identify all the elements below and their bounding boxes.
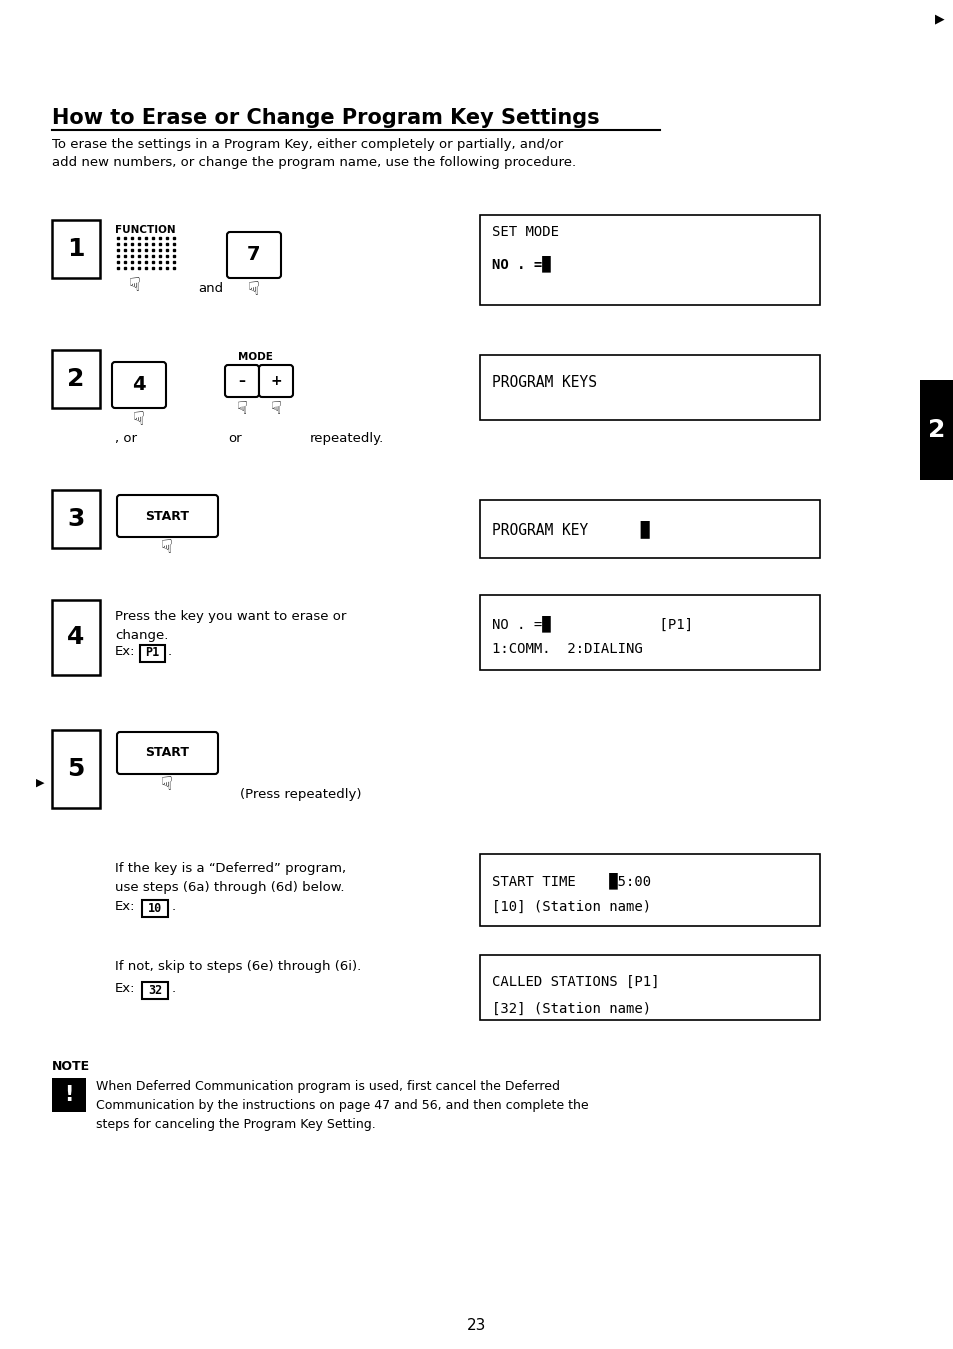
Text: PROGRAM KEY      █: PROGRAM KEY █ bbox=[492, 519, 649, 538]
Text: SET MODE: SET MODE bbox=[492, 225, 558, 239]
FancyBboxPatch shape bbox=[112, 362, 166, 407]
Text: P1: P1 bbox=[145, 646, 159, 660]
Text: 10: 10 bbox=[148, 902, 162, 916]
Text: NO . =█: NO . =█ bbox=[492, 255, 550, 271]
Bar bbox=[52, 220, 100, 278]
Text: 23: 23 bbox=[467, 1318, 486, 1333]
Text: PROGRAM KEYS: PROGRAM KEYS bbox=[492, 375, 597, 390]
Bar bbox=[142, 900, 168, 917]
Text: START TIME    █5:00: START TIME █5:00 bbox=[492, 871, 651, 889]
FancyBboxPatch shape bbox=[225, 366, 258, 397]
FancyBboxPatch shape bbox=[227, 232, 281, 278]
Bar bbox=[52, 349, 100, 407]
Text: FUNCTION: FUNCTION bbox=[115, 225, 175, 235]
FancyBboxPatch shape bbox=[117, 495, 218, 537]
Text: repeatedly.: repeatedly. bbox=[310, 432, 384, 445]
Bar bbox=[52, 1078, 86, 1112]
Text: CALLED STATIONS [P1]: CALLED STATIONS [P1] bbox=[492, 975, 659, 989]
Text: 2: 2 bbox=[927, 418, 944, 442]
Text: Ex:: Ex: bbox=[115, 645, 135, 658]
Text: ☟: ☟ bbox=[271, 401, 281, 418]
Bar bbox=[52, 600, 100, 674]
Text: !: ! bbox=[64, 1085, 73, 1105]
Text: START: START bbox=[146, 746, 190, 759]
Text: or: or bbox=[228, 432, 241, 445]
Text: NOTE: NOTE bbox=[52, 1060, 90, 1072]
Text: .: . bbox=[172, 900, 176, 913]
Text: , or: , or bbox=[115, 432, 137, 445]
Bar bbox=[919, 380, 953, 480]
Text: 7: 7 bbox=[247, 246, 260, 264]
Text: ▶: ▶ bbox=[934, 12, 943, 26]
Text: [32] (Station name): [32] (Station name) bbox=[492, 1002, 651, 1016]
Text: .: . bbox=[168, 645, 172, 658]
Text: 5: 5 bbox=[68, 757, 85, 781]
Text: ☟: ☟ bbox=[132, 410, 145, 429]
Text: ☟: ☟ bbox=[161, 774, 172, 795]
Text: ☟: ☟ bbox=[161, 538, 172, 557]
FancyBboxPatch shape bbox=[258, 366, 293, 397]
Text: –: – bbox=[238, 374, 245, 389]
Text: MODE: MODE bbox=[237, 352, 273, 362]
Bar bbox=[479, 214, 820, 305]
Text: 32: 32 bbox=[148, 983, 162, 997]
Text: (Press repeatedly): (Press repeatedly) bbox=[240, 788, 361, 801]
Text: ▶: ▶ bbox=[35, 778, 44, 788]
Text: How to Erase or Change Program Key Settings: How to Erase or Change Program Key Setti… bbox=[52, 108, 599, 128]
Bar bbox=[479, 854, 820, 925]
Bar bbox=[479, 595, 820, 670]
Text: START: START bbox=[146, 510, 190, 522]
Bar bbox=[52, 490, 100, 548]
Text: When Deferred Communication program is used, first cancel the Deferred
Communica: When Deferred Communication program is u… bbox=[96, 1081, 588, 1130]
Text: Press the key you want to erase or
change.: Press the key you want to erase or chang… bbox=[115, 610, 346, 642]
Text: If not, skip to steps (6e) through (6i).: If not, skip to steps (6e) through (6i). bbox=[115, 960, 361, 973]
Text: 1: 1 bbox=[67, 237, 85, 260]
Text: ☟: ☟ bbox=[236, 401, 247, 418]
Text: Ex:: Ex: bbox=[115, 982, 135, 996]
Text: To erase the settings in a Program Key, either completely or partially, and/or
a: To erase the settings in a Program Key, … bbox=[52, 138, 576, 169]
Text: 2: 2 bbox=[68, 367, 85, 391]
Text: ☟: ☟ bbox=[248, 281, 259, 299]
Text: and: and bbox=[198, 282, 223, 295]
FancyBboxPatch shape bbox=[117, 733, 218, 774]
Text: 3: 3 bbox=[68, 507, 85, 532]
Text: +: + bbox=[270, 374, 281, 389]
Bar bbox=[479, 355, 820, 420]
Text: 1:COMM.  2:DIALING: 1:COMM. 2:DIALING bbox=[492, 642, 642, 656]
Text: ☟: ☟ bbox=[129, 277, 141, 295]
Text: 4: 4 bbox=[68, 626, 85, 649]
Bar bbox=[479, 500, 820, 558]
Text: If the key is a “Deferred” program,
use steps (6a) through (6d) below.: If the key is a “Deferred” program, use … bbox=[115, 862, 346, 894]
Text: [10] (Station name): [10] (Station name) bbox=[492, 900, 651, 915]
Bar bbox=[479, 955, 820, 1020]
Bar bbox=[142, 982, 168, 1000]
Text: 4: 4 bbox=[132, 375, 146, 394]
Text: Ex:: Ex: bbox=[115, 900, 135, 913]
Bar bbox=[140, 645, 165, 662]
Bar bbox=[52, 730, 100, 808]
Text: NO . =█             [P1]: NO . =█ [P1] bbox=[492, 615, 692, 631]
Text: .: . bbox=[172, 982, 176, 996]
